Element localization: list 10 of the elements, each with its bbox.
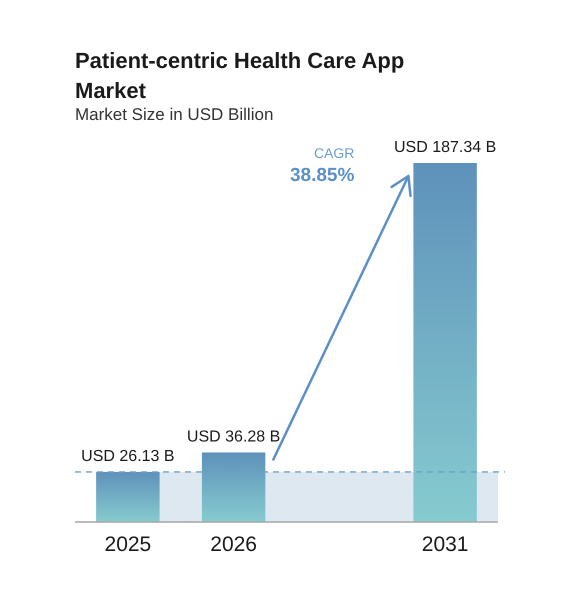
annotation: 38.85% (290, 165, 354, 186)
text: CAGR (314, 145, 354, 161)
x-tick-label: 2025 (104, 533, 152, 556)
data-label: USD 26.13 B (81, 448, 175, 465)
x-tick-label: 2031 (422, 533, 468, 556)
chart-title: Patient-centric Health Care App Market (75, 48, 404, 103)
data-label: USD 36.28 B (186, 428, 280, 446)
data-label: USD 187.34 B (394, 139, 496, 156)
chart-subtitle: Market Size in USD Billion (75, 105, 274, 124)
x-tick-label: 2026 (210, 533, 257, 556)
